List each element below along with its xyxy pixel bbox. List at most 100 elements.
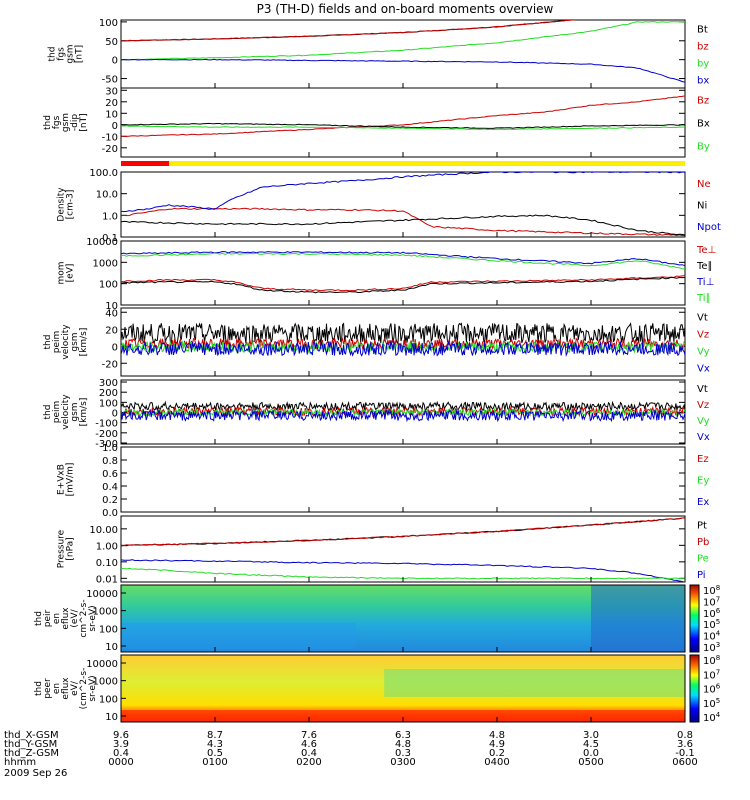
series-group [121,250,685,294]
y-axis-label: thd [43,405,53,420]
y-tick-label: 10000 [86,659,118,670]
legend-Vt: Vt [697,313,708,324]
panel-frame [120,446,686,513]
series-Ne [121,207,685,237]
y-tick-label: -10 [102,132,118,143]
footer-row-label: thd_X-GSM [4,730,59,741]
series-Pt [121,517,685,547]
y-tick-label: 1.00 [96,541,118,552]
y-axis-label: [km/s] [79,398,89,427]
legend-Npot: Npot [697,222,721,233]
y-axis-label: [eV] [66,264,76,283]
y-axis-label: peim [52,331,62,354]
panel-mom_temp: 10000 1000 100 10 mom [eV] Te⊥ Te∥ Ti⊥ Ti∥ [57,237,717,312]
series-Vt [121,400,685,413]
y-axis-label: eV/ [70,680,80,696]
y-tick-label: 0 [112,342,118,353]
y-axis-label: thd [34,611,44,626]
series-by [121,21,685,61]
y-axis-label: en [52,683,62,694]
series-group [121,20,685,83]
y-axis-label: peim [52,401,62,424]
legend-Vx: Vx [697,364,710,375]
legend-by: by [697,59,709,70]
legend-Vy: Vy [697,347,710,358]
y-axis-label: Pressure [57,529,67,568]
series-Bz [121,95,685,137]
panel-peim_v1: 40 20 0 -20 thd peim velocity gsm [km/s] Vt Vz Vy Vx [43,307,710,377]
y-tick-label: 100 [99,280,118,291]
legend-Vz: Vz [697,400,709,411]
legend-Ey: Ey [697,476,709,487]
series-Bx [121,122,685,129]
y-tick-label: -20 [102,359,118,370]
y-tick-label: 10 [105,109,118,120]
colorbar-label: 105 [703,697,720,710]
footer-value-t: 0600 [672,757,697,768]
series-Ti⊥ [121,250,685,267]
status-bars [121,161,685,166]
series-Pb [121,517,685,547]
y-axis-label: Density [57,187,67,222]
series-Vy [121,407,685,418]
series-Te∥ [121,276,685,294]
colorbar-label: 108 [703,654,720,667]
y-axis-label: peir [43,609,53,627]
footer-value-x: 3.0 [583,730,599,741]
spectrogram-red-band [121,710,685,722]
y-axis-label: [nT] [75,45,85,63]
spectrogram-green-band [384,669,685,697]
footer-value-y: 4.8 [395,739,411,750]
footer-value-z: 0.5 [207,748,223,759]
colorbar-label: 104 [703,630,721,643]
y-tick-label: 200 [99,388,118,399]
y-tick-label: 1.0 [102,443,118,454]
legend-Ti∥: Ti∥ [696,293,711,304]
panel-fgs: 100 50 0 -50 thd fgs gsm [nT] Bt bz by bx [48,18,709,89]
footer-value-z: 0.0 [583,748,599,759]
y-axis-label: [mV/m] [66,463,76,497]
footer-value-y: 4.5 [583,739,599,750]
y-tick-label: -20 [102,144,118,155]
footer-value-y: 3.6 [677,739,693,750]
legend-Bt: Bt [697,25,708,36]
series-group [121,400,685,423]
legend-Pb: Pb [697,537,709,548]
series-Te⊥ [121,275,685,292]
y-tick-label: 0.10 [96,558,118,569]
y-tick-label: 0.0 [102,508,118,519]
panel-pressure: 10.00 1.00 0.10 0.01 Pressure [nPa] Pt Pb Pe Pi [57,515,709,585]
y-axis-label: [nPa] [66,537,76,560]
legend-Te∥: Te∥ [696,261,713,272]
series-Vt [121,322,685,346]
y-tick-label: 300 [99,378,118,389]
colorbar-label: 108 [703,584,720,597]
legend-Ne: Ne [697,179,711,190]
y-tick-label: 1000 [93,607,118,618]
figure-title: P3 (TH-D) fields and on-board moments ov… [257,2,554,16]
y-tick-label: -50 [102,75,118,86]
legend-By: By [697,142,710,153]
y-tick-label: 0 [112,121,118,132]
series-Npot [121,172,685,213]
panel-frame [120,379,686,445]
footer-value-y: 4.9 [489,739,505,750]
y-axis-label: sr-eV) [88,605,98,631]
footer-value-z: 0.4 [301,748,317,759]
y-tick-label: 10 [105,642,118,653]
footer-value-t: 0300 [390,757,415,768]
y-tick-label: 0.01 [96,574,118,585]
y-tick-label: 1000 [93,258,118,269]
footer-value-x: 7.6 [301,730,317,741]
y-axis-label: mom [57,261,67,284]
y-axis-label: cm^2-s- [79,599,89,637]
y-axis-label: en [52,613,62,624]
y-axis-label: sr-eV) [88,675,98,701]
footer-value-t: 0500 [578,757,603,768]
y-tick-label: 20 [105,98,118,109]
